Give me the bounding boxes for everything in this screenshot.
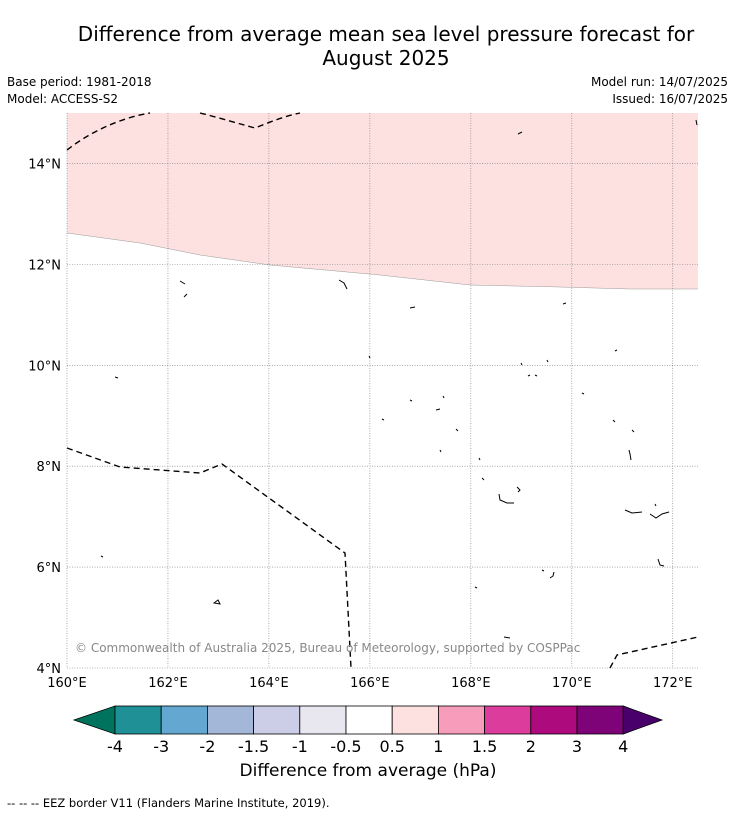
island bbox=[612, 419, 616, 423]
colorbar-tick-label: 1 bbox=[433, 737, 443, 756]
island bbox=[631, 429, 635, 433]
island bbox=[654, 503, 657, 507]
meta-right: Model run: 14/07/2025 Issued: 16/07/2025 bbox=[591, 74, 728, 108]
meta-left: Base period: 1981-2018 Model: ACCESS-S2 bbox=[7, 74, 152, 108]
colorbar-tick-label: 1.5 bbox=[472, 737, 497, 756]
colorbar-swatch bbox=[576, 705, 624, 735]
lat-tick-label: 8°N bbox=[37, 460, 62, 475]
lon-tick-label: 162°E bbox=[148, 676, 188, 691]
island bbox=[409, 306, 416, 309]
eez-legend-note: -- -- -- EEZ border V11 (Flanders Marine… bbox=[7, 796, 330, 810]
island bbox=[481, 477, 485, 481]
eez-border-north bbox=[66, 112, 301, 151]
colorbar-swatch bbox=[160, 705, 208, 735]
island bbox=[478, 457, 481, 461]
island bbox=[516, 486, 521, 493]
island bbox=[657, 558, 665, 567]
lon-tick-label: 166°E bbox=[350, 676, 390, 691]
island bbox=[517, 131, 523, 135]
anomaly-region-edge bbox=[66, 232, 698, 290]
colorbar-swatch bbox=[530, 705, 578, 735]
colorbar-tick-label: 4 bbox=[618, 737, 628, 756]
colorbar-swatch bbox=[437, 705, 485, 735]
colorbar-tick-label: -1.5 bbox=[238, 737, 269, 756]
graticule bbox=[66, 113, 698, 669]
islands bbox=[100, 119, 698, 639]
island bbox=[562, 302, 567, 305]
island bbox=[624, 509, 643, 514]
colorbar-swatch bbox=[206, 705, 254, 735]
issued-date: Issued: 16/07/2025 bbox=[612, 92, 728, 106]
colorbar-swatch bbox=[391, 705, 439, 735]
island bbox=[442, 395, 445, 399]
colorbar-arrow-high bbox=[622, 705, 664, 735]
island bbox=[541, 569, 545, 572]
colorbar-tick-label: 2 bbox=[526, 737, 536, 756]
lat-tick-label: 12°N bbox=[28, 258, 61, 273]
colorbar-tick-label: -2 bbox=[199, 737, 215, 756]
island bbox=[409, 399, 413, 402]
colorbar-tick-label: -0.5 bbox=[330, 737, 361, 756]
anomaly-region-positive bbox=[67, 113, 698, 289]
eez-border-southeast bbox=[609, 636, 699, 669]
chart-title: Difference from average mean sea level p… bbox=[36, 22, 736, 70]
island bbox=[581, 392, 585, 395]
colorbar-tick-label: -3 bbox=[153, 737, 169, 756]
island bbox=[649, 511, 670, 519]
island bbox=[628, 449, 632, 461]
model-name: Model: ACCESS-S2 bbox=[7, 92, 119, 106]
island bbox=[179, 280, 186, 285]
colorbar-swatch bbox=[114, 705, 162, 735]
island bbox=[503, 636, 511, 639]
colorbar-tick-label: 3 bbox=[572, 737, 582, 756]
colorbar-tick-label: -4 bbox=[107, 737, 123, 756]
colorbar-swatch bbox=[253, 705, 301, 735]
colorbar-tick-label: 0.5 bbox=[379, 737, 404, 756]
colorbar-arrow-low bbox=[72, 705, 116, 735]
eez-border-central bbox=[66, 447, 352, 669]
title-line-1: Difference from average mean sea level p… bbox=[77, 22, 695, 46]
eez-borders bbox=[66, 112, 699, 669]
island bbox=[546, 359, 549, 363]
colorbar-swatch bbox=[345, 705, 393, 735]
lon-tick-label: 160°E bbox=[47, 676, 87, 691]
island bbox=[368, 355, 371, 359]
island bbox=[381, 418, 385, 421]
colorbar-tick-label: -1 bbox=[292, 737, 308, 756]
island bbox=[474, 586, 478, 589]
colorbar-title: Difference from average (hPa) bbox=[239, 761, 497, 781]
lon-tick-label: 172°E bbox=[653, 676, 693, 691]
island bbox=[695, 119, 698, 126]
island bbox=[614, 349, 618, 352]
island bbox=[183, 293, 188, 298]
island bbox=[549, 571, 555, 579]
copyright-notice: © Commonwealth of Australia 2025, Bureau… bbox=[75, 641, 580, 655]
island bbox=[520, 362, 523, 366]
lon-tick-label: 168°E bbox=[451, 676, 491, 691]
colorbar-swatch bbox=[299, 705, 347, 735]
colorbar-swatch bbox=[484, 705, 532, 735]
island bbox=[455, 428, 459, 432]
island bbox=[435, 408, 441, 411]
island bbox=[338, 279, 348, 290]
island bbox=[212, 599, 221, 605]
lon-tick-label: 164°E bbox=[249, 676, 289, 691]
model-run: Model run: 14/07/2025 bbox=[590, 75, 728, 89]
island bbox=[498, 493, 514, 504]
colorbar: -4 -3 -2 -1.5 -1 -0.5 0.5 1 1.5 2 3 4 bbox=[72, 705, 664, 756]
island bbox=[439, 449, 442, 453]
island bbox=[527, 374, 538, 377]
lat-tick-label: 4°N bbox=[37, 662, 62, 677]
lat-tick-label: 14°N bbox=[28, 157, 61, 172]
island bbox=[114, 376, 119, 379]
lon-tick-label: 170°E bbox=[552, 676, 592, 691]
axis-labels: 160°E 162°E 164°E 166°E 168°E 170°E 172°E 14°N 1… bbox=[28, 157, 692, 691]
title-line-2: August 2025 bbox=[322, 46, 450, 70]
base-period: Base period: 1981-2018 bbox=[7, 75, 152, 89]
lat-tick-label: 10°N bbox=[28, 359, 61, 374]
lat-tick-label: 6°N bbox=[37, 561, 62, 576]
island bbox=[100, 555, 104, 558]
